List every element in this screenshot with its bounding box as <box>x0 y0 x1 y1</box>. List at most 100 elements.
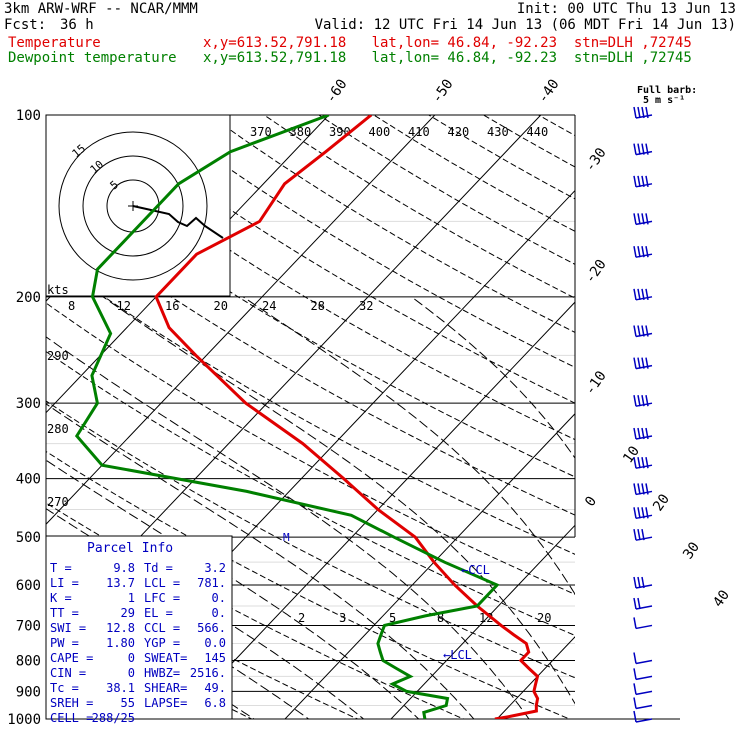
wind-barb <box>635 704 653 710</box>
m-marker: M <box>283 531 290 544</box>
wind-barb-flag <box>645 507 649 519</box>
pressure-label: 900 <box>16 684 41 700</box>
isotherm-label: 0 <box>582 494 600 510</box>
pressure-labels: 100 200 300 400 500 600 700 800 900 1000 <box>7 108 41 728</box>
wind-barb-flag <box>637 529 641 541</box>
parcel-field-label: SWI = <box>50 621 86 635</box>
wind-barb-flag <box>645 246 649 258</box>
parcel-field-value: 6.8 <box>204 696 226 710</box>
sounding-traces <box>74 115 540 719</box>
isotherm-line <box>697 115 740 732</box>
wind-barb-flag <box>645 213 649 225</box>
isotherm-line <box>178 301 575 719</box>
parcel-field-label: TT = <box>50 606 79 620</box>
dewpoint-legend-info: x,y=613.52,791.18 lat,lon= 46.84, -92.23… <box>203 50 692 66</box>
dry-adiabat-line <box>703 115 740 732</box>
wind-barb-flag <box>641 576 645 589</box>
parcel-field-value: 0. <box>212 606 226 620</box>
wind-barb-flag <box>637 213 641 225</box>
pressure-label: 400 <box>16 472 41 488</box>
theta-label: 400 <box>369 125 391 139</box>
hodograph-ring <box>58 131 208 281</box>
parcel-field-label: Td = <box>144 561 173 575</box>
wind-barb-flag <box>633 529 637 541</box>
dry-adiabat-line <box>428 115 575 200</box>
wind-barb-flag <box>633 175 637 187</box>
wind-barb-flag <box>637 457 641 469</box>
isotherm-line <box>390 524 575 719</box>
parcel-field-value: 1 <box>128 591 135 605</box>
parcel-field-label: LFC = <box>144 591 180 605</box>
wind-barb-flag <box>633 395 637 407</box>
wind-barb-flag <box>637 483 641 495</box>
ccl-marker: ←CCL <box>461 563 490 577</box>
dry-adiabat-line <box>263 115 575 299</box>
wind-barb-flag <box>633 288 637 300</box>
pressure-label: 800 <box>16 653 41 669</box>
moist-adiabat-line <box>46 508 365 719</box>
isotherm-line <box>0 115 11 732</box>
parcel-field-value: 2516. <box>190 666 226 680</box>
temperature-legend-info: x,y=613.52,791.18 lat,lon= 46.84, -92.23… <box>203 35 692 51</box>
moist-adiabat-line <box>46 336 530 719</box>
parcel-field-label: PW = <box>50 636 79 650</box>
wind-barb-flag <box>641 395 645 407</box>
wind-barb-flag <box>637 576 641 589</box>
dry-adiabat-line <box>538 115 575 137</box>
mixing-ratio-label: 8 <box>68 299 75 313</box>
mixing-ratio-labels: 8 12 16 20 24 28 322 3 5 8 12 20 <box>68 299 551 625</box>
wind-barb-flag <box>633 427 637 440</box>
wind-barb-flag <box>637 597 641 610</box>
full-barb-label: Full barb: <box>637 85 697 96</box>
parcel-field-value: 288/25 <box>92 711 135 725</box>
dry-adiabat-line <box>593 115 740 732</box>
isotherm-label: -30 <box>582 145 610 175</box>
wind-barb-flag <box>645 427 649 440</box>
theta-label: 440 <box>527 125 549 139</box>
wind-barb-flag <box>633 576 637 589</box>
mixing-ratio-label: 20 <box>537 611 551 625</box>
parcel-field-value: 38.1 <box>106 681 135 695</box>
parcel-field-value: 0.0 <box>204 636 226 650</box>
temperature-legend-label: Temperature <box>8 35 101 51</box>
wind-barb <box>635 605 653 610</box>
mixing-ratio-label: 5 <box>389 611 396 625</box>
parcel-field-value: 29 <box>121 606 135 620</box>
isotherm-label: -60 <box>323 76 351 106</box>
isotherm-line <box>591 115 740 732</box>
parcel-field-label: Tc = <box>50 681 79 695</box>
isotherm-line <box>46 115 330 414</box>
forecast-label: Fcst: <box>4 17 47 33</box>
pressure-label: 300 <box>16 396 41 412</box>
isotherm-line <box>284 413 575 719</box>
parcel-field-label: YGP = <box>144 636 180 650</box>
wind-barb-flag <box>641 357 645 369</box>
parcel-field-label: SREH = <box>50 696 93 710</box>
isotherm-label: 10 <box>620 443 643 466</box>
theta-label: 270 <box>47 495 69 509</box>
wind-barb-flag <box>637 143 641 155</box>
parcel-info-rows: T = 9.8 Td = 3.2 LI = 13.7 LCL = 781. K = 1 LFC = 0… <box>50 561 226 725</box>
wind-barb-flag <box>637 427 641 440</box>
parcel-field-label: CCL = <box>144 621 180 635</box>
wind-barb-flag <box>633 483 637 495</box>
wind-barb-flag <box>645 457 649 469</box>
chart-header: 3km ARW-WRF -- NCAR/MMM Init: 00 UTC Thu… <box>0 0 740 66</box>
parcel-field-value: 13.7 <box>106 576 135 590</box>
wind-barb-flag <box>641 246 645 258</box>
wind-barb-flag <box>641 457 645 469</box>
wind-barb-flag <box>633 597 637 610</box>
wind-barb-flag <box>641 427 645 440</box>
isotherm-label: -20 <box>582 257 610 287</box>
wind-barb-flag <box>637 507 641 519</box>
dry-adiabat-line <box>46 302 575 595</box>
dewpoint-trace <box>74 115 500 719</box>
parcel-field-label: CIN = <box>50 666 86 680</box>
model-name: 3km ARW-WRF -- NCAR/MMM <box>4 1 198 17</box>
wind-barb-flag <box>641 143 645 155</box>
wind-barb-flag <box>645 395 649 407</box>
mixing-ratio-label: 2 <box>298 611 305 625</box>
pressure-label: 700 <box>16 618 41 634</box>
moist-adiabat-line <box>46 403 475 719</box>
wind-barb <box>635 718 653 723</box>
